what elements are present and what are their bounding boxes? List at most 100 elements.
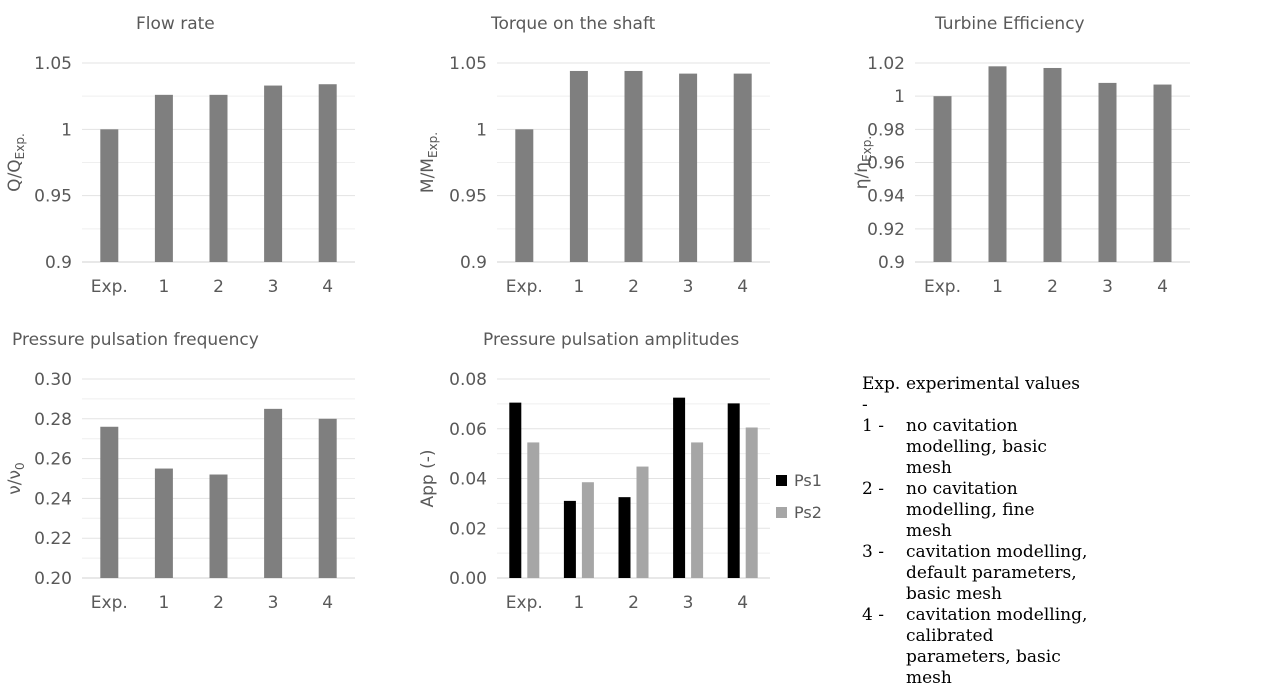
bar [624, 70, 643, 263]
y-tick-label: 0.26 [34, 450, 72, 470]
chart-svg: 0.9 0.95 1 1.05 Exp. 1 2 3 4 M/MExp. [418, 54, 770, 297]
key-row-2: 2 - no cavitation modelling, fine mesh [862, 479, 1102, 542]
x-tick-label: Exp. [91, 277, 128, 297]
legend-swatch-ps1 [776, 474, 787, 486]
bar [1153, 84, 1172, 262]
y-tick-label: 0.08 [449, 370, 487, 390]
y-tick-label: 0.22 [34, 529, 72, 549]
chart-svg: 0.20 0.22 0.24 0.26 0.28 0.30 Exp. 1 2 3 4 ν/ν0 [5, 370, 355, 613]
chart-svg: 0.9 0.92 0.94 0.96 0.98 1 1.02 Exp. 1 2 3 4 η/ηExp. [852, 54, 1190, 297]
x-tick-label: 3 [268, 593, 279, 613]
y-tick-label: 0.96 [867, 154, 905, 174]
experiment-key: Exp. - experimental values 1 - no cavita… [862, 374, 1102, 689]
y-tick-label: 0.30 [34, 370, 72, 390]
y-tick-label: 0.95 [449, 187, 487, 207]
bar-ps1 [727, 403, 740, 578]
chart-flow-rate: Flow rate 0.9 0.95 1 1.05 Exp. 1 2 3 4 Q/QExp. [0, 0, 410, 300]
y-tick-label: 0.04 [449, 470, 487, 490]
x-tick-label: 4 [322, 277, 333, 297]
key-description: no cavitation modelling, fine mesh [906, 479, 1035, 541]
y-tick-label: 1.05 [34, 54, 72, 74]
bar-ps1 [563, 500, 576, 578]
x-tick-label: 3 [268, 277, 279, 297]
x-tick-label: 1 [573, 277, 584, 297]
bar [988, 66, 1007, 262]
chart-title: Turbine Efficiency [935, 14, 1085, 34]
y-tick-label: 1 [61, 120, 72, 140]
legend-swatch-ps2 [776, 506, 787, 518]
bar [154, 468, 173, 578]
bar-ps1 [673, 397, 686, 578]
y-tick-label: 0.20 [34, 569, 72, 589]
y-tick-label: 1 [894, 87, 905, 107]
key-label: 4 - [862, 605, 884, 625]
y-axis-label: App (-) [418, 449, 438, 507]
chart-svg: 0.00 0.02 0.04 0.06 0.08 Exp. 1 2 3 4 App (-) [418, 370, 770, 613]
key-label: Exp. - [862, 374, 901, 415]
x-tick-label: 4 [322, 593, 333, 613]
bar [264, 85, 283, 262]
chart-svg: 0.9 0.95 1 1.05 Exp. 1 2 3 4 Q/QExp. [5, 54, 355, 297]
bar [100, 129, 119, 262]
x-tick-label: Exp. [506, 277, 543, 297]
x-tick-label: 1 [158, 593, 169, 613]
y-axis-label: M/MExp. [418, 132, 440, 193]
key-description: no cavitation modelling, basic mesh [906, 416, 1047, 478]
legend-item-ps1: Ps1 [776, 464, 822, 496]
bar-ps2 [581, 482, 594, 578]
x-tick-label: 3 [1102, 277, 1113, 297]
bar-ps2 [691, 442, 704, 578]
bar [318, 418, 337, 578]
y-tick-label: 1 [476, 120, 487, 140]
chart-pressure-pulsation-frequency: Pressure pulsation frequency 0.20 0.22 0.2… [0, 320, 410, 640]
chart-pressure-pulsation-amplitudes: Pressure pulsation amplitudes 0.00 0.02 0.… [415, 320, 845, 640]
x-tick-label: 1 [992, 277, 1003, 297]
key-row-exp: Exp. - experimental values [862, 374, 1102, 416]
x-tick-label: 3 [683, 593, 694, 613]
bar-ps1 [509, 402, 522, 578]
y-axis-label: ν/ν0 [5, 462, 27, 494]
chart-title: Torque on the shaft [491, 14, 656, 34]
key-label: 3 - [862, 542, 884, 562]
chart-title: Flow rate [136, 14, 215, 34]
bar [733, 73, 752, 262]
y-tick-label: 0.9 [878, 253, 905, 273]
y-tick-label: 0.98 [867, 120, 905, 140]
x-tick-label: 2 [1047, 277, 1058, 297]
x-tick-label: 4 [1157, 277, 1168, 297]
x-tick-label: Exp. [91, 593, 128, 613]
legend-label-ps1: Ps1 [794, 470, 822, 490]
key-label: 1 - [862, 416, 884, 436]
key-row-4: 4 - cavitation modelling, calibrated par… [862, 605, 1102, 689]
x-tick-label: 3 [683, 277, 694, 297]
key-label: 2 - [862, 479, 884, 499]
x-tick-label: 4 [737, 277, 748, 297]
series-legend: Ps1 Ps2 [776, 464, 822, 528]
bar [154, 94, 173, 262]
bar [515, 129, 534, 262]
y-tick-label: 0.24 [34, 489, 72, 509]
y-tick-label: 0.02 [449, 519, 487, 539]
chart-title: Pressure pulsation frequency [12, 330, 259, 350]
key-description: cavitation modelling, calibrated paramet… [906, 605, 1088, 688]
y-tick-label: 1.05 [449, 54, 487, 74]
legend-item-ps2: Ps2 [776, 496, 822, 528]
y-tick-label: 0.06 [449, 420, 487, 440]
x-tick-label: 1 [158, 277, 169, 297]
bar [209, 474, 228, 578]
y-tick-label: 0.9 [45, 253, 72, 273]
chart-torque: Torque on the shaft 0.9 0.95 1 1.05 Exp. 1 2 3 4… [415, 0, 825, 300]
bar [100, 426, 119, 578]
x-tick-label: Exp. [506, 593, 543, 613]
chart-turbine-efficiency: Turbine Efficiency 0.9 0.92 0.94 0.96 0.98 1 1… [845, 0, 1255, 300]
bar-ps2 [527, 442, 540, 578]
legend-label-ps2: Ps2 [794, 502, 822, 522]
y-tick-label: 0.28 [34, 410, 72, 430]
y-tick-label: 1.02 [867, 54, 905, 74]
bar-ps2 [636, 466, 649, 578]
x-tick-label: Exp. [924, 277, 961, 297]
bar [1043, 67, 1062, 262]
y-tick-label: 0.9 [460, 253, 487, 273]
bar [209, 94, 228, 262]
chart-title: Pressure pulsation amplitudes [483, 330, 740, 350]
